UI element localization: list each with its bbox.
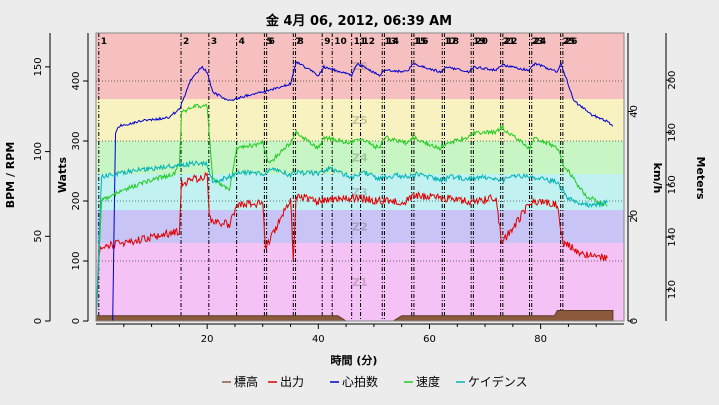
axis-tick-label-meters-120: 120 bbox=[667, 280, 678, 299]
interval-label-20: 20 bbox=[475, 37, 488, 47]
legend-item-cadence-label: ケイデンス bbox=[468, 374, 528, 389]
axis-title-meters: Meters bbox=[694, 156, 707, 200]
interval-label-26: 26 bbox=[565, 37, 578, 47]
interval-label-7: 7 bbox=[295, 37, 301, 47]
interval-label-3: 3 bbox=[211, 37, 217, 47]
axis-title-watts: Watts bbox=[56, 156, 69, 193]
axis-tick-label-kmh-40: 40 bbox=[629, 105, 640, 118]
x-tick-label-20: 20 bbox=[201, 334, 214, 345]
x-axis-label: 時間 (分) bbox=[331, 353, 378, 367]
x-tick-label-60: 60 bbox=[423, 334, 436, 345]
axis-tick-label-kmh-0: 0 bbox=[629, 318, 640, 324]
axis-tick-label-bpm-150: 150 bbox=[33, 57, 44, 76]
series-line-power bbox=[95, 171, 608, 322]
interval-label-19: 19 bbox=[473, 37, 486, 47]
legend-item-heart-rate-label: 心拍数 bbox=[342, 374, 378, 389]
series-line-elevation bbox=[95, 310, 614, 322]
legend-layer: 標高 出力 心拍数 速度 ケイデンス bbox=[222, 374, 528, 389]
series-layer bbox=[95, 61, 614, 322]
interval-label-18: 18 bbox=[446, 37, 459, 47]
grid-layer bbox=[96, 80, 624, 262]
zone-label-3: Z3 bbox=[352, 186, 368, 199]
axis-tick-label-kmh-20: 20 bbox=[629, 210, 640, 223]
interval-label-5: 5 bbox=[266, 37, 272, 47]
interval-label-25: 25 bbox=[563, 37, 576, 47]
frame-layer bbox=[95, 32, 625, 322]
interval-label-13: 13 bbox=[384, 37, 397, 47]
legend-item-speed-label: 速度 bbox=[416, 374, 440, 389]
zone-label-4: Z4 bbox=[352, 152, 368, 165]
axis-tick-label-meters-180: 180 bbox=[667, 123, 678, 142]
axis-tick-label-watts-200: 200 bbox=[71, 191, 82, 210]
axis-tick-label-meters-200: 200 bbox=[667, 71, 678, 90]
interval-label-22: 22 bbox=[505, 37, 518, 47]
interval-label-2: 2 bbox=[183, 37, 189, 47]
series-line-speed bbox=[95, 103, 608, 322]
zone-label-5: Z5 bbox=[352, 114, 368, 127]
x-tick-label-40: 40 bbox=[312, 334, 325, 345]
zone-band-1 bbox=[96, 243, 624, 321]
x-tick-label-80: 80 bbox=[534, 334, 547, 345]
axis-tick-label-watts-0: 0 bbox=[71, 318, 82, 324]
interval-label-23: 23 bbox=[532, 37, 545, 47]
axis-title-kmh: km/h bbox=[651, 163, 664, 194]
interval-label-24: 24 bbox=[534, 37, 547, 47]
legend-item-elevation-label: 標高 bbox=[234, 374, 258, 389]
axis-tick-label-bpm-0: 0 bbox=[33, 318, 44, 324]
interval-label-10: 10 bbox=[334, 37, 347, 47]
interval-label-16: 16 bbox=[416, 37, 429, 47]
zone-band-2 bbox=[96, 210, 624, 243]
interval-label-1: 1 bbox=[101, 37, 107, 47]
axis-tick-label-meters-140: 140 bbox=[667, 228, 678, 247]
interval-label-8: 8 bbox=[298, 37, 304, 47]
zone-label-2: Z2 bbox=[352, 221, 368, 234]
zone-band-4 bbox=[96, 141, 624, 174]
interval-label-9: 9 bbox=[324, 37, 330, 47]
axis-tick-label-bpm-50: 50 bbox=[33, 230, 44, 243]
interval-label-14: 14 bbox=[386, 37, 399, 47]
interval-label-4: 4 bbox=[239, 37, 245, 47]
interval-label-12: 12 bbox=[363, 37, 376, 47]
axis-tick-label-bpm-100: 100 bbox=[33, 142, 44, 161]
zone-band-5 bbox=[96, 99, 624, 141]
axis-title-bpm: BPM / RPM bbox=[4, 142, 17, 209]
series-line-cadence bbox=[95, 159, 608, 322]
series-line-heart-rate bbox=[96, 61, 614, 322]
axis-tick-label-watts-100: 100 bbox=[71, 251, 82, 270]
axis-tick-label-watts-400: 400 bbox=[71, 71, 82, 90]
legend-item-power-label: 出力 bbox=[280, 375, 304, 389]
interval-label-21: 21 bbox=[503, 37, 516, 47]
axis-tick-label-meters-160: 160 bbox=[667, 175, 678, 194]
zone-label-1: Z1 bbox=[352, 276, 368, 289]
interval-label-17: 17 bbox=[444, 37, 457, 47]
interval-label-15: 15 bbox=[414, 37, 427, 47]
axis-tick-label-watts-300: 300 bbox=[71, 131, 82, 150]
plot-frame bbox=[95, 32, 625, 322]
interval-label-6: 6 bbox=[269, 37, 275, 47]
chart-title: 金 4月 06, 2012, 06:39 AM bbox=[265, 13, 452, 29]
interval-label-11: 11 bbox=[354, 37, 367, 47]
